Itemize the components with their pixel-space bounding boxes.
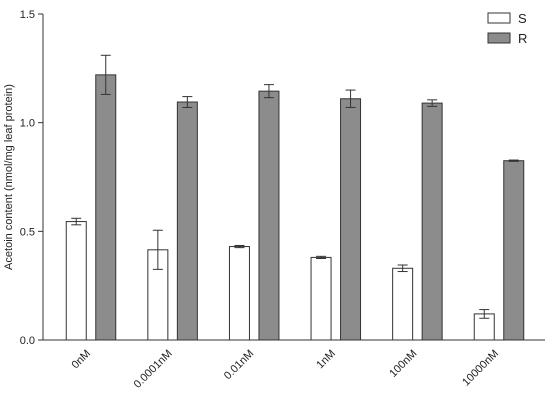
error-bar <box>263 84 274 99</box>
error-bar <box>182 96 193 108</box>
error-bar <box>100 54 111 95</box>
bar <box>421 102 443 341</box>
x-tick-label: 1nM <box>314 348 338 372</box>
legend-label: S <box>518 11 527 26</box>
x-tick-label: 100nM <box>387 348 419 380</box>
error-bar <box>427 99 438 107</box>
y-tick-label: 1.5 <box>20 9 35 21</box>
bar <box>176 101 198 341</box>
error-bar <box>508 159 519 162</box>
bar <box>392 267 414 341</box>
y-tick-label: 0.0 <box>20 335 35 347</box>
x-tick-label: 0.01nM <box>222 348 256 382</box>
error-bar <box>345 89 356 108</box>
error-bar <box>479 309 490 319</box>
error-bar <box>71 217 82 226</box>
x-tick-label: 0nM <box>69 348 93 372</box>
legend-swatch <box>487 32 511 44</box>
bar <box>340 98 362 341</box>
legend-label: R <box>518 31 527 46</box>
bar <box>228 246 250 341</box>
bar <box>65 221 87 341</box>
bar <box>258 90 280 341</box>
x-tick-label: 0.0001nM <box>132 348 175 391</box>
y-tick-label: 0.5 <box>20 226 35 238</box>
error-bar <box>152 229 163 270</box>
bar <box>310 256 332 341</box>
error-bar <box>234 244 245 249</box>
error-bar <box>316 255 327 259</box>
bar <box>95 74 117 341</box>
error-bar <box>397 264 408 273</box>
x-tick-label: 10000nM <box>460 348 501 389</box>
y-tick-label: 1.0 <box>20 118 35 130</box>
bar <box>503 160 525 341</box>
legend-swatch <box>487 12 511 24</box>
y-axis-label: Acetoin content (nmol/mg leaf protein) <box>3 84 15 270</box>
